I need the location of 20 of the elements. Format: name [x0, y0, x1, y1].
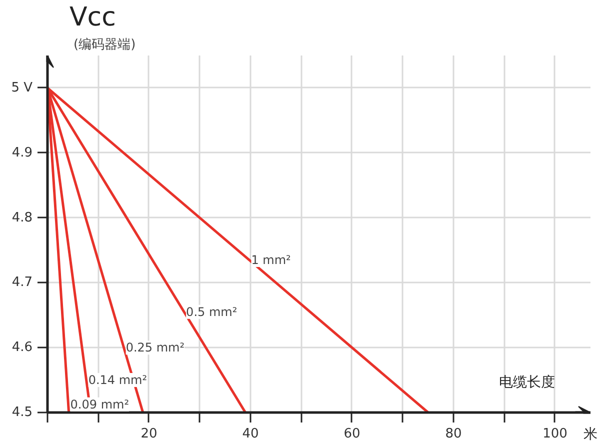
x-tick-label: 100 [542, 426, 568, 442]
y-tick-label: 4.8 [12, 210, 33, 226]
x-tick-label: 80 [445, 426, 462, 442]
x-tick-label: 60 [344, 426, 360, 442]
x-axis-title: 米 [584, 426, 598, 442]
y-tick-label: 4.9 [12, 145, 33, 160]
series-label: 1 mm² [251, 252, 292, 267]
y-tick-label: 4.5 [12, 405, 33, 420]
y-tick-label: 5 V [11, 80, 33, 96]
y-tick-label: 4.6 [12, 340, 33, 356]
series-label: 0.09 mm² [70, 397, 130, 412]
y-axis-title: Vcc [70, 2, 116, 32]
text: (编码器端) [74, 38, 136, 52]
x-tick-label: 20 [140, 426, 158, 442]
annotation: 电缆长度 [498, 374, 555, 390]
series-label: 0.14 mm² [88, 373, 148, 388]
x-tick-label: 40 [242, 426, 259, 442]
series-label: 0.5 mm² [186, 304, 238, 319]
y-tick-label: 4.7 [12, 275, 33, 290]
series-label: 0.25 mm² [126, 340, 185, 355]
